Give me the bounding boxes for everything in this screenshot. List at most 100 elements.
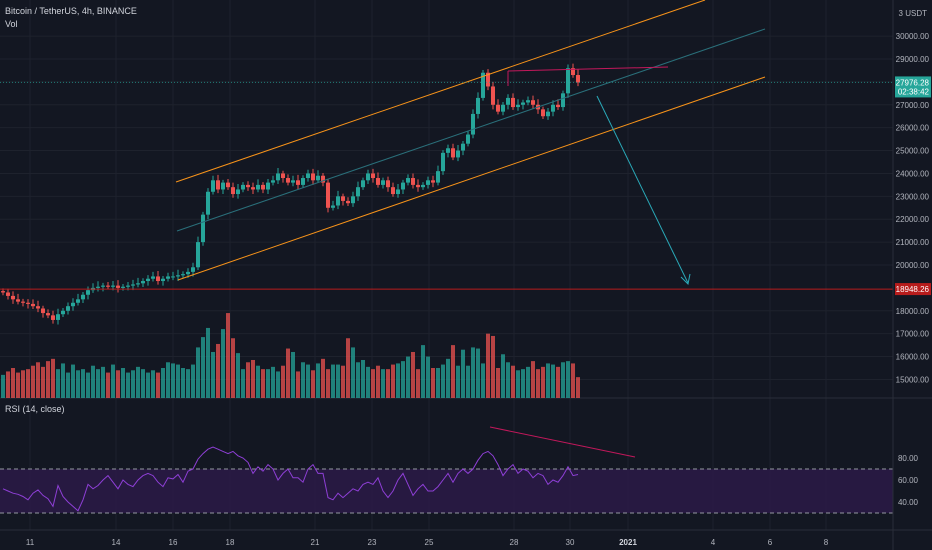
volume-bar: [141, 369, 145, 398]
volume-bar: [556, 366, 560, 398]
volume-bar: [256, 365, 260, 398]
candle-body: [551, 104, 555, 112]
candle-body: [246, 184, 250, 188]
volume-bar: [351, 347, 355, 398]
candle-body: [111, 285, 115, 287]
candle-body: [391, 187, 395, 195]
candle-body: [191, 267, 195, 272]
volume-bar: [96, 369, 100, 398]
volume-bar: [366, 366, 370, 398]
candle-body: [511, 97, 515, 108]
volume-bar: [491, 335, 495, 398]
time-tick-label: 14: [112, 538, 121, 547]
candle-body: [371, 173, 375, 179]
candle-body: [56, 314, 60, 320]
candle-body: [401, 182, 405, 190]
volume-bar: [396, 363, 400, 398]
candle-body: [516, 104, 520, 108]
price-tick-label: 24000.00: [896, 169, 930, 178]
price-tick-label: 30000.00: [896, 32, 930, 41]
candle-body: [451, 148, 455, 158]
volume-bar: [201, 337, 205, 398]
candle-body: [351, 196, 355, 204]
last-price-badge: [895, 76, 931, 98]
candle-body: [71, 302, 75, 307]
candle-body: [376, 178, 380, 185]
volume-bar: [421, 345, 425, 398]
candle-body: [311, 173, 315, 181]
volume-bar: [76, 370, 80, 398]
volume-bar: [31, 365, 35, 398]
candle-body: [411, 178, 415, 185]
candle-body: [321, 175, 325, 183]
candle-body: [381, 180, 385, 185]
candle-body: [66, 306, 70, 311]
candle-body: [211, 180, 215, 192]
candle-body: [316, 175, 320, 181]
volume-bar: [361, 359, 365, 398]
time-tick-label: 25: [425, 538, 434, 547]
candle-body: [156, 276, 160, 282]
currency-label: 3 USDT: [899, 9, 928, 18]
price-tick-label: 27000.00: [896, 101, 930, 110]
candle-body: [96, 286, 100, 288]
candle-body: [251, 187, 255, 190]
volume-bar: [371, 369, 375, 398]
candle-body: [171, 276, 175, 278]
candle-body: [491, 86, 495, 105]
candle-body: [441, 152, 445, 172]
volume-bar: [431, 368, 435, 398]
rsi-tick-label: 80.00: [898, 454, 919, 463]
price-tick-label: 17000.00: [896, 330, 930, 339]
volume-bar: [56, 369, 60, 398]
volume-bar: [541, 366, 545, 398]
volume-bar: [196, 347, 200, 398]
channel-upper-line: [175, 0, 706, 183]
time-tick-label: 6: [768, 538, 773, 547]
volume-bar: [41, 366, 45, 398]
candle-body: [256, 184, 260, 190]
candle-body: [161, 278, 165, 282]
volume-bar: [81, 369, 85, 398]
candle-body: [116, 285, 120, 288]
volume-bar: [101, 366, 105, 398]
volume-bar: [566, 361, 570, 398]
chart-title: Bitcoin / TetherUS, 4h, BINANCE: [5, 6, 137, 16]
candle-body: [236, 189, 240, 195]
candle-body: [1, 291, 5, 293]
volume-bar: [251, 359, 255, 398]
price-tick-label: 22000.00: [896, 215, 930, 224]
candle-body: [526, 100, 530, 103]
candle-body: [126, 285, 130, 287]
volume-bar: [426, 356, 430, 398]
volume-bar: [476, 348, 480, 398]
volume-bar: [561, 362, 565, 398]
candle-body: [86, 290, 90, 295]
volume-bar: [296, 371, 300, 398]
candle-body: [446, 148, 450, 153]
time-tick-label: 16: [169, 538, 178, 547]
candle-body: [281, 173, 285, 179]
divergence-line-price: [507, 66, 669, 72]
volume-bar: [276, 371, 280, 398]
volume-bar: [206, 327, 210, 398]
volume-bar: [331, 364, 335, 398]
candle-body: [546, 111, 550, 117]
volume-bar: [151, 370, 155, 398]
candle-body: [286, 178, 290, 183]
volume-bar: [126, 372, 130, 398]
volume-bar: [51, 358, 55, 398]
candle-body: [361, 180, 365, 188]
candle-body: [521, 102, 525, 105]
volume-bar: [176, 364, 180, 398]
candle-body: [76, 299, 80, 303]
volume-bar: [91, 365, 95, 398]
volume-legend: Vol: [5, 19, 18, 29]
candle-body: [336, 196, 340, 206]
volume-bar: [66, 372, 70, 398]
volume-bar: [211, 351, 215, 398]
volume-bar: [231, 338, 235, 398]
candle-body: [136, 283, 140, 285]
